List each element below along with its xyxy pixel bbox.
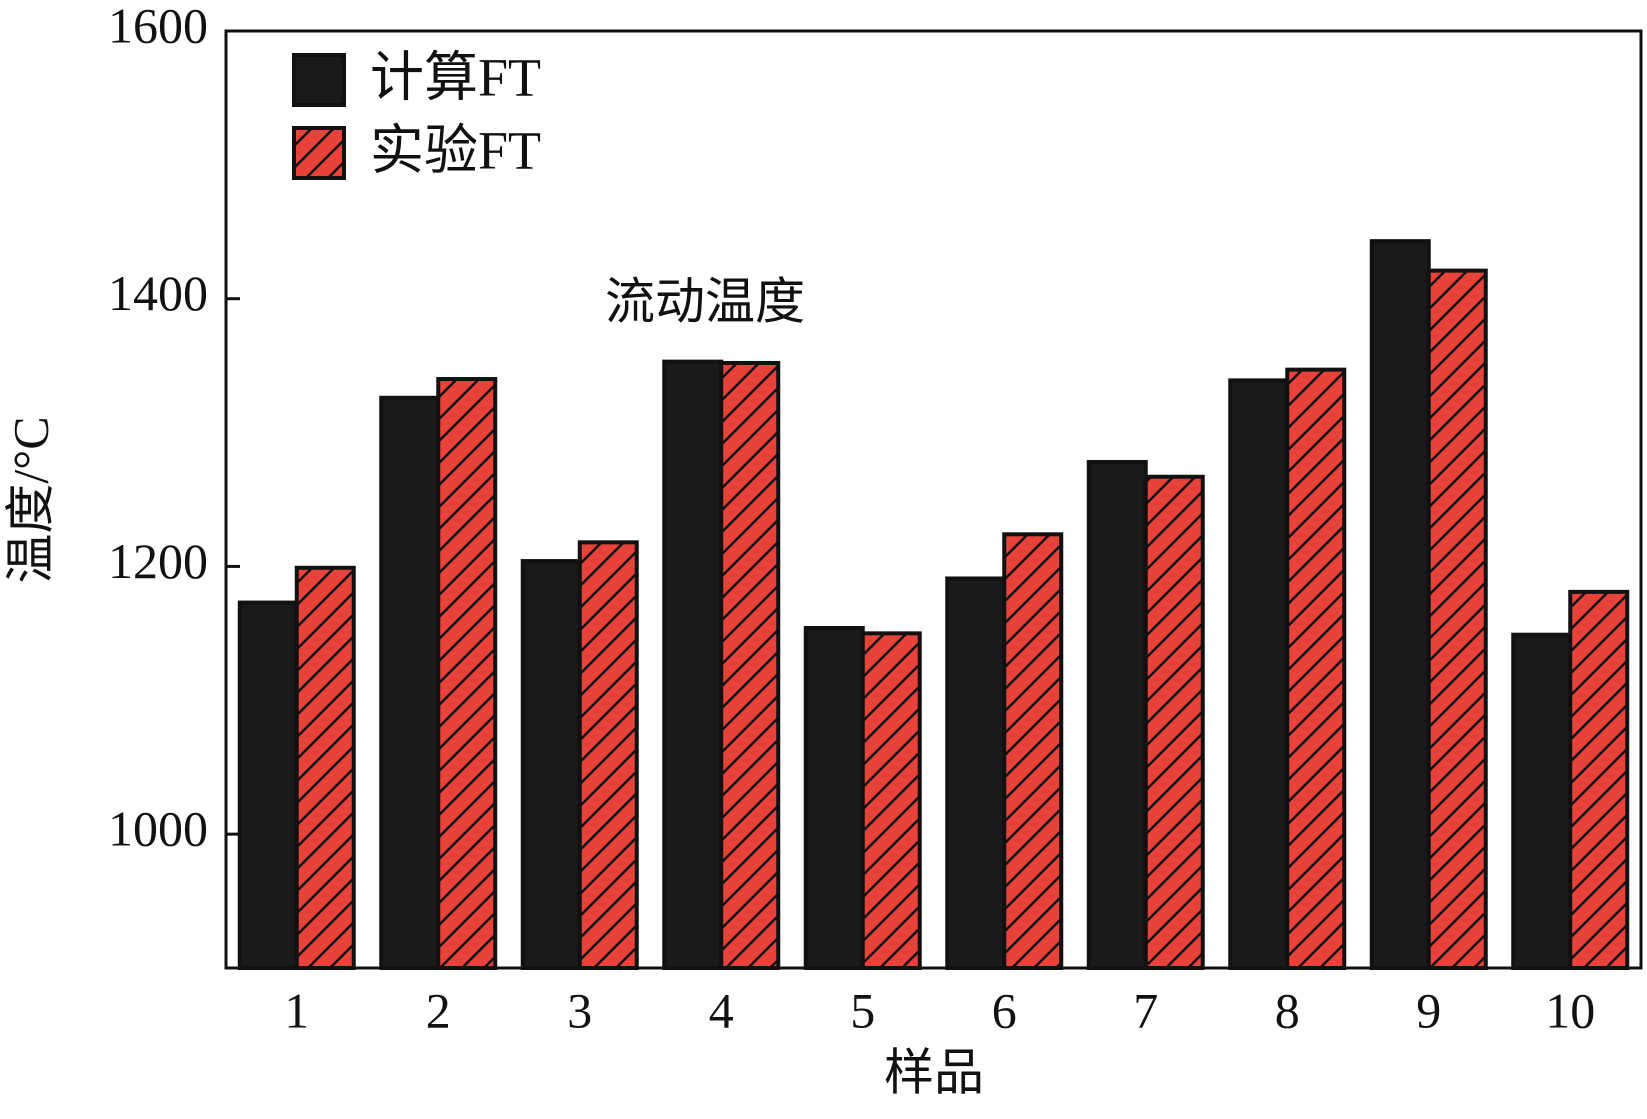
plot-frame [224, 29, 1643, 970]
bar [1002, 532, 1064, 970]
bar [1143, 474, 1205, 970]
bar [436, 377, 498, 970]
legend-swatch [292, 126, 346, 180]
y-tick-label: 1600 [108, 0, 208, 53]
x-tick-label: 2 [426, 982, 451, 1038]
y-tick-label: 1400 [108, 265, 208, 321]
x-tick-label: 1 [284, 982, 309, 1038]
bar [945, 576, 1007, 970]
legend-label: 实验FT [370, 120, 541, 180]
x-tick-label: 5 [850, 982, 875, 1038]
bar [237, 600, 299, 970]
bar [1426, 268, 1488, 970]
annotation: 流动温度 [605, 273, 805, 329]
bar [803, 626, 865, 970]
x-tick-label: 6 [992, 982, 1017, 1038]
bar [1285, 367, 1347, 970]
bar [379, 395, 441, 971]
bar [520, 559, 582, 970]
legend-swatch [292, 53, 346, 107]
bar [1511, 632, 1573, 971]
bar [1228, 378, 1290, 971]
bar [577, 540, 639, 970]
bar [719, 360, 781, 971]
bar [860, 631, 922, 970]
x-tick-label: 7 [1133, 982, 1158, 1038]
y-tick-label: 1000 [108, 801, 208, 857]
x-tick-label: 8 [1275, 982, 1300, 1038]
bar [294, 565, 356, 970]
x-axis-label: 样品 [884, 1044, 984, 1100]
bar [1568, 589, 1630, 971]
x-tick-label: 3 [567, 982, 592, 1038]
bar [1369, 239, 1431, 971]
x-tick-label: 4 [709, 982, 734, 1038]
legend-label: 计算FT [370, 47, 541, 107]
x-tick-label: 9 [1416, 982, 1441, 1038]
bar [662, 359, 724, 970]
y-axis-label: 温度/°C [2, 416, 58, 583]
x-tick-label: 10 [1545, 982, 1595, 1038]
bar [1086, 460, 1148, 970]
y-tick-label: 1200 [108, 533, 208, 589]
